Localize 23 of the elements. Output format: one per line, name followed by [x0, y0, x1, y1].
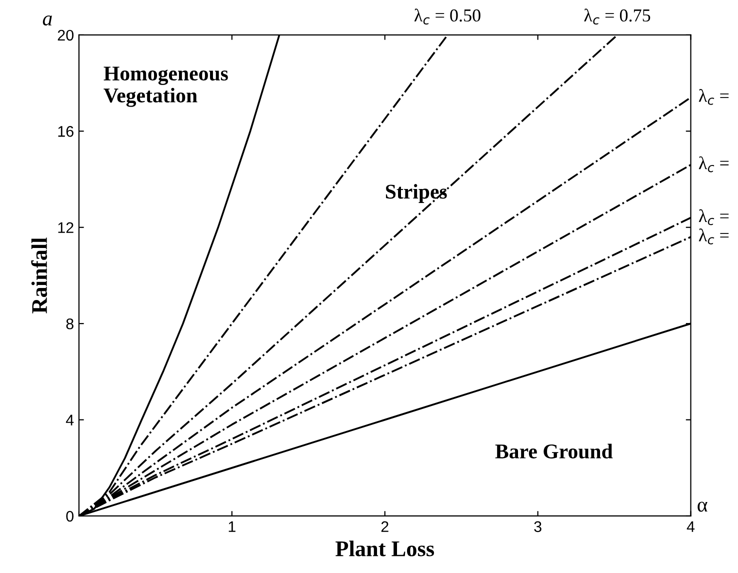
annotation: Homogeneous Vegetation	[104, 66, 228, 107]
y-tick-label: 16	[58, 126, 74, 137]
y-tick-label: 4	[66, 414, 74, 426]
x-tick-label: 3	[534, 521, 542, 532]
annotation: λ$_{c}$ = 0.50	[414, 8, 480, 25]
annotation: Stripes	[386, 184, 447, 203]
annotation: λ$_{c}$ =	[698, 228, 729, 244]
x-tick-label: 1	[228, 521, 236, 532]
annotation: λ$_{c}$ =	[698, 209, 729, 226]
x-tick-label: 4	[686, 521, 695, 532]
annotation: λ$_{c}$ = 0.75	[584, 8, 650, 25]
y-tick-label: 8	[66, 318, 74, 330]
annotation: λ$_{c}$ =	[698, 89, 729, 105]
annotation: λ$_{c}$ =	[698, 156, 729, 172]
x-tick-label: 2	[381, 521, 388, 532]
text: α	[698, 502, 708, 512]
y-tick-label: 20	[58, 30, 74, 41]
annotation: Bare Ground	[495, 444, 613, 459]
y-tick-label: 0	[66, 510, 74, 522]
y-axis-title: Rainfall	[31, 238, 48, 314]
y-tick-label: 12	[58, 222, 74, 233]
text: a	[42, 16, 52, 26]
x-axis-title: Plant Loss	[336, 540, 434, 556]
